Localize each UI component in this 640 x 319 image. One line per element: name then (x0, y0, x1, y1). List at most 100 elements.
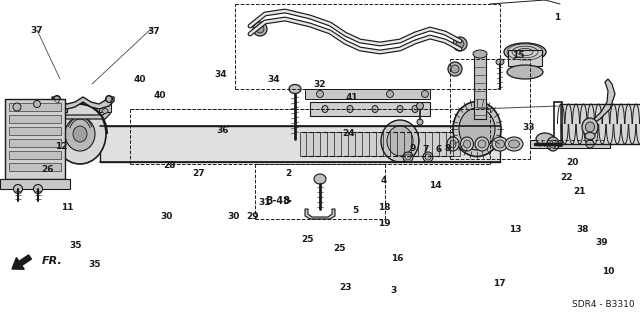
Bar (9, 127, 61, 135)
Ellipse shape (585, 132, 595, 139)
Ellipse shape (475, 137, 489, 151)
Ellipse shape (372, 106, 378, 113)
Text: 18: 18 (378, 203, 390, 212)
Text: 40: 40 (154, 91, 166, 100)
Ellipse shape (422, 91, 429, 98)
Text: 5: 5 (352, 206, 358, 215)
Text: 35: 35 (88, 260, 101, 269)
Bar (9, 139, 61, 147)
Bar (9, 163, 61, 171)
Ellipse shape (447, 137, 459, 151)
Text: 7: 7 (422, 145, 429, 154)
Ellipse shape (509, 140, 520, 148)
Text: FR.: FR. (42, 256, 63, 266)
Ellipse shape (417, 102, 424, 109)
Text: 21: 21 (573, 187, 586, 196)
Text: 6: 6 (435, 145, 442, 154)
Text: 15: 15 (512, 51, 525, 60)
Ellipse shape (417, 119, 423, 125)
Text: 2: 2 (285, 169, 291, 178)
Bar (5, 99, 65, 179)
Bar (310, 102, 430, 116)
Polygon shape (305, 209, 335, 219)
Text: 14: 14 (429, 181, 442, 189)
Ellipse shape (397, 106, 403, 113)
Text: 27: 27 (192, 169, 205, 178)
Ellipse shape (33, 184, 42, 194)
Bar (560, 104, 640, 144)
Text: 29: 29 (246, 212, 259, 221)
Text: 22: 22 (560, 173, 573, 182)
Text: 38: 38 (576, 225, 589, 234)
Text: 10: 10 (602, 267, 614, 276)
Text: 23: 23 (339, 283, 352, 292)
Bar (508, 50, 542, 66)
Ellipse shape (550, 140, 557, 148)
Ellipse shape (448, 62, 462, 76)
Ellipse shape (492, 137, 508, 151)
Ellipse shape (450, 140, 456, 148)
Ellipse shape (478, 140, 486, 148)
Bar (305, 89, 430, 99)
Ellipse shape (256, 25, 264, 33)
Ellipse shape (496, 59, 504, 65)
Text: B-48: B-48 (265, 196, 290, 206)
Text: 34: 34 (268, 75, 280, 84)
Ellipse shape (453, 101, 501, 157)
Ellipse shape (54, 104, 106, 164)
Ellipse shape (381, 120, 419, 162)
Ellipse shape (451, 65, 459, 73)
Text: 12: 12 (54, 142, 67, 151)
Ellipse shape (453, 37, 467, 51)
Text: 24: 24 (342, 130, 355, 138)
Ellipse shape (33, 100, 40, 108)
Ellipse shape (253, 22, 267, 36)
Ellipse shape (507, 65, 543, 79)
Ellipse shape (322, 106, 328, 113)
Ellipse shape (317, 91, 323, 98)
Ellipse shape (314, 174, 326, 184)
Text: 25: 25 (301, 235, 314, 244)
Ellipse shape (405, 154, 411, 160)
Text: 3: 3 (390, 286, 397, 295)
Ellipse shape (289, 85, 301, 93)
Bar (530, 140, 610, 148)
Ellipse shape (13, 103, 21, 111)
Text: 30: 30 (227, 212, 240, 221)
Text: 25: 25 (333, 244, 346, 253)
Bar (9, 115, 61, 123)
Ellipse shape (387, 126, 413, 156)
Text: 26: 26 (42, 165, 54, 174)
Ellipse shape (536, 133, 554, 145)
Ellipse shape (495, 140, 504, 148)
Bar (100, 126, 500, 162)
Text: 37: 37 (31, 26, 44, 35)
Text: 33: 33 (522, 123, 535, 132)
Text: 20: 20 (566, 158, 579, 167)
Text: 13: 13 (509, 225, 522, 234)
Text: 11: 11 (61, 203, 74, 212)
Ellipse shape (423, 152, 433, 162)
Ellipse shape (13, 184, 22, 194)
Ellipse shape (505, 137, 523, 151)
Text: 4: 4 (381, 176, 387, 185)
Ellipse shape (403, 152, 413, 162)
Ellipse shape (106, 95, 113, 102)
Ellipse shape (463, 140, 470, 148)
Ellipse shape (586, 122, 595, 132)
Polygon shape (52, 97, 114, 109)
Text: 36: 36 (216, 126, 229, 135)
Ellipse shape (461, 137, 474, 151)
Ellipse shape (459, 108, 495, 150)
Bar (474, 54, 486, 119)
Ellipse shape (586, 140, 594, 148)
Ellipse shape (65, 117, 95, 151)
Polygon shape (590, 79, 615, 124)
Ellipse shape (102, 108, 108, 114)
Text: 17: 17 (493, 279, 506, 288)
Ellipse shape (347, 106, 353, 113)
Text: 28: 28 (163, 161, 176, 170)
Text: 35: 35 (69, 241, 82, 250)
Text: 8: 8 (445, 144, 451, 153)
Ellipse shape (582, 118, 598, 136)
